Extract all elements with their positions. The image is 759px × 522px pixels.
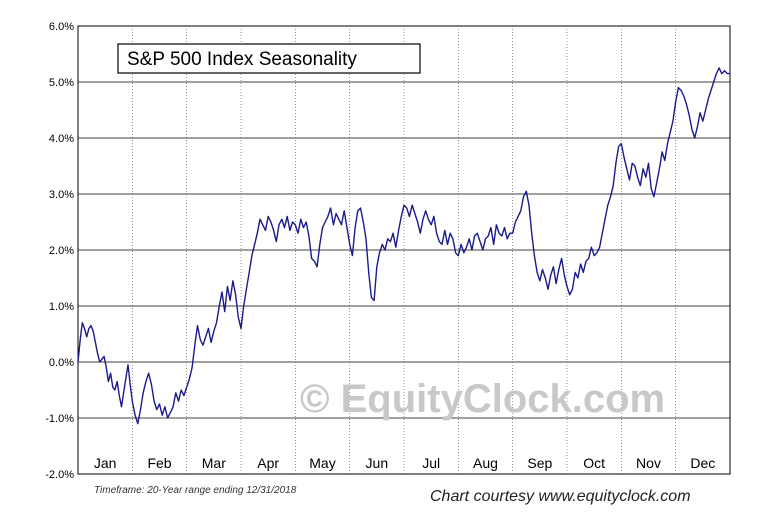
x-tick-label: Apr xyxy=(257,455,279,471)
chart-title: S&P 500 Index Seasonality xyxy=(127,49,357,70)
y-tick-label: 6.0% xyxy=(49,21,74,33)
x-tick-label: May xyxy=(309,455,335,471)
chart-title-box: S&P 500 Index Seasonality xyxy=(117,43,421,74)
series-group xyxy=(77,67,730,425)
x-tick-label: Feb xyxy=(147,455,171,471)
y-tick-label: 5.0% xyxy=(49,77,74,89)
timeframe-note: Timeframe: 20-Year range ending 12/31/20… xyxy=(94,485,297,496)
y-tick-label: 2.0% xyxy=(49,245,74,257)
x-tick-label: Jan xyxy=(94,455,117,471)
x-tick-label: Dec xyxy=(690,455,715,471)
y-tick-label: 0.0% xyxy=(49,357,74,369)
x-tick-label: Nov xyxy=(636,455,661,471)
chart-courtesy: Chart courtesy www.equityclock.com xyxy=(430,488,691,505)
y-tick-label: 1.0% xyxy=(49,301,74,313)
series-line xyxy=(77,67,730,425)
y-axis-ticks: -2.0% -1.0% 0.0% 1.0% 2.0% 3.0% 4.0% 5.0% 6.0% xyxy=(45,21,74,481)
x-tick-label: Jun xyxy=(366,455,389,471)
watermark-text: © EquityClock.com xyxy=(300,377,665,421)
x-tick-label: Oct xyxy=(583,455,605,471)
y-tick-label: 4.0% xyxy=(49,133,74,145)
x-tick-label: Aug xyxy=(473,455,498,471)
y-tick-label: -2.0% xyxy=(45,469,74,481)
x-tick-label: Sep xyxy=(527,455,552,471)
y-tick-label: -1.0% xyxy=(45,413,74,425)
x-axis-ticks: Jan Feb Mar Apr May Jun Jul Aug Sep Oct Nov Dec xyxy=(94,455,715,471)
grid-lines xyxy=(78,26,730,474)
y-tick-label: 3.0% xyxy=(49,189,74,201)
x-tick-label: Mar xyxy=(202,455,226,471)
x-tick-label: Jul xyxy=(422,455,440,471)
